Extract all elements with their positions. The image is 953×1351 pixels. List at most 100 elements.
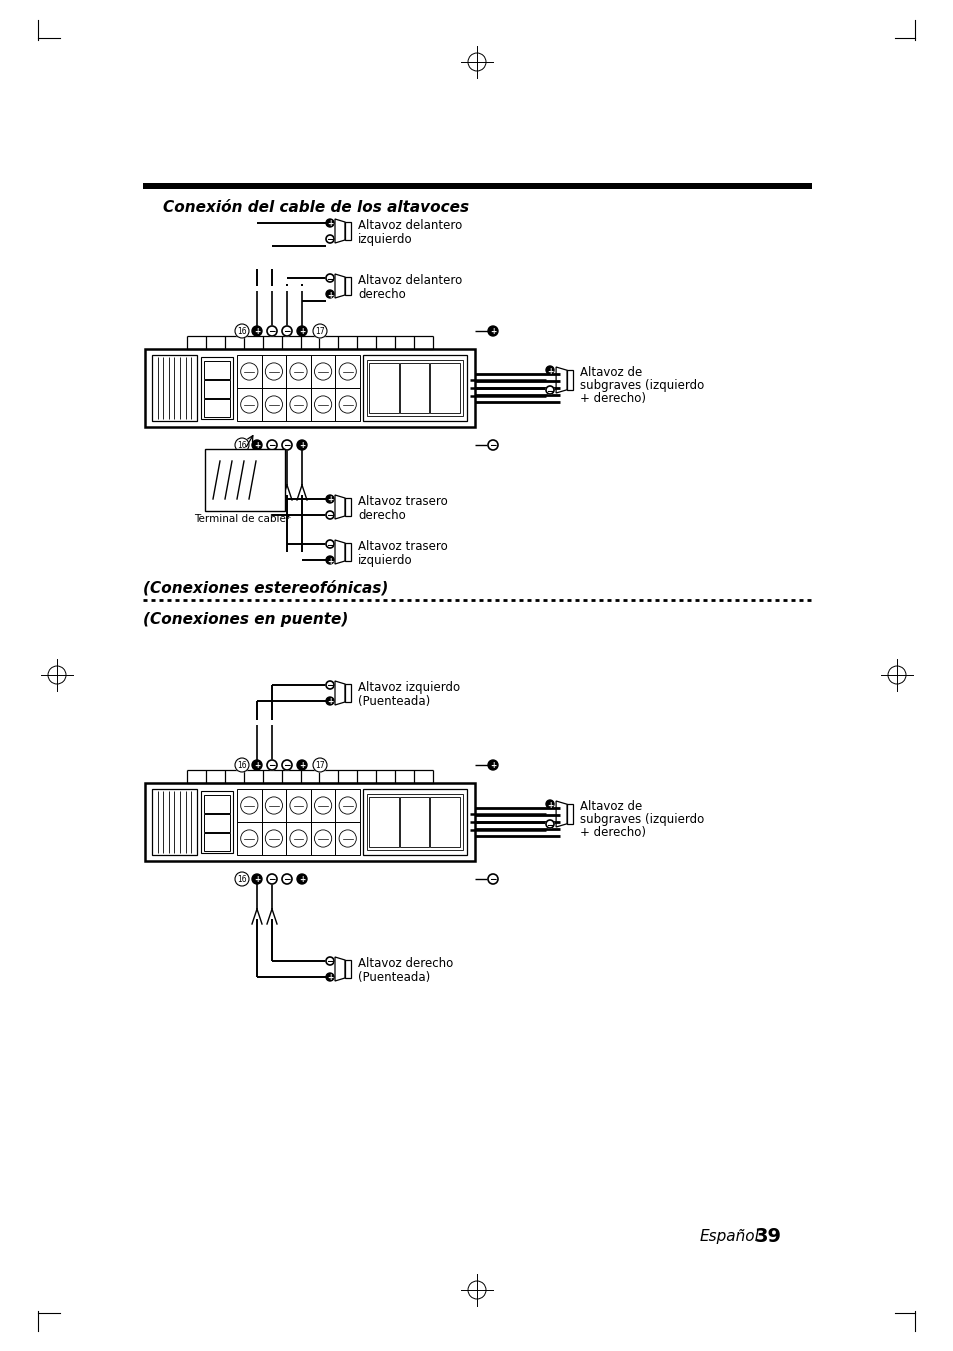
Text: +: + <box>253 327 260 336</box>
Text: Altavoz derecho: Altavoz derecho <box>357 957 453 970</box>
Text: −: − <box>546 820 553 830</box>
Circle shape <box>267 326 276 336</box>
Text: +: + <box>489 762 496 770</box>
Circle shape <box>326 697 334 705</box>
Circle shape <box>488 326 497 336</box>
Text: Altavoz de: Altavoz de <box>579 800 641 813</box>
Circle shape <box>313 758 327 771</box>
Circle shape <box>296 326 307 336</box>
Text: izquierdo: izquierdo <box>357 232 413 246</box>
Text: −: − <box>268 762 275 770</box>
Bar <box>205 449 285 511</box>
Circle shape <box>545 820 554 828</box>
Bar <box>566 370 573 389</box>
Bar <box>236 789 261 821</box>
Text: derecho: derecho <box>357 509 405 521</box>
Text: −: − <box>283 327 291 336</box>
Bar <box>261 789 286 821</box>
Bar <box>363 789 467 855</box>
Bar <box>335 388 359 422</box>
Text: +: + <box>298 327 305 336</box>
Bar <box>345 543 351 561</box>
Circle shape <box>282 874 292 884</box>
Text: Altavoz izquierdo: Altavoz izquierdo <box>357 681 459 694</box>
Circle shape <box>488 761 497 770</box>
Bar <box>201 357 233 419</box>
Bar <box>311 789 335 821</box>
Bar <box>152 355 196 422</box>
Bar <box>367 359 462 416</box>
Circle shape <box>326 557 334 563</box>
Circle shape <box>296 440 307 450</box>
Text: subgraves (izquierdo: subgraves (izquierdo <box>579 813 703 825</box>
Circle shape <box>282 440 292 450</box>
Bar <box>204 834 230 851</box>
Circle shape <box>488 440 497 450</box>
Bar <box>430 363 459 413</box>
Bar <box>566 804 573 824</box>
Circle shape <box>326 540 334 549</box>
Bar <box>369 797 398 847</box>
Bar <box>345 277 351 295</box>
Circle shape <box>296 874 307 884</box>
Circle shape <box>326 957 334 965</box>
Circle shape <box>267 440 276 450</box>
Bar <box>286 355 311 388</box>
Bar <box>369 363 398 413</box>
Bar <box>345 684 351 703</box>
Bar <box>145 784 475 861</box>
Text: Altavoz delantero: Altavoz delantero <box>357 219 462 232</box>
Circle shape <box>252 326 262 336</box>
Text: +: + <box>546 801 553 809</box>
Text: −: − <box>326 274 334 284</box>
Bar <box>311 821 335 855</box>
Circle shape <box>326 290 334 299</box>
Text: −: − <box>489 875 497 885</box>
Bar <box>345 961 351 978</box>
Text: −: − <box>283 875 291 885</box>
Text: −: − <box>283 442 291 450</box>
Circle shape <box>326 511 334 519</box>
Text: −: − <box>546 386 553 396</box>
Circle shape <box>234 871 249 886</box>
Text: −: − <box>283 762 291 770</box>
Text: Conexión del cable de los altavoces: Conexión del cable de los altavoces <box>163 200 469 215</box>
Bar <box>335 355 359 388</box>
Bar <box>236 355 261 388</box>
Text: +: + <box>327 219 333 228</box>
Circle shape <box>545 366 554 374</box>
Text: +: + <box>298 442 305 450</box>
Text: −: − <box>326 235 334 245</box>
Text: Altavoz trasero: Altavoz trasero <box>357 494 447 508</box>
Text: +: + <box>327 557 333 566</box>
Circle shape <box>326 235 334 243</box>
Bar <box>204 361 230 380</box>
Bar <box>399 363 429 413</box>
Text: 17: 17 <box>314 762 324 770</box>
Bar <box>335 789 359 821</box>
Text: Terminal de cable*: Terminal de cable* <box>194 513 292 524</box>
Circle shape <box>282 326 292 336</box>
Circle shape <box>234 324 249 338</box>
Bar <box>335 821 359 855</box>
Text: −: − <box>326 681 334 690</box>
Text: (Conexiones en puente): (Conexiones en puente) <box>143 612 348 627</box>
Text: −: − <box>268 875 275 885</box>
Bar <box>261 355 286 388</box>
Bar <box>236 821 261 855</box>
Circle shape <box>313 324 327 338</box>
Bar <box>367 794 462 850</box>
Circle shape <box>234 758 249 771</box>
Text: +: + <box>327 697 333 707</box>
Bar <box>345 222 351 240</box>
Bar <box>286 388 311 422</box>
Text: (Conexiones estereofónicas): (Conexiones estereofónicas) <box>143 580 388 596</box>
Text: +: + <box>298 875 305 885</box>
Circle shape <box>252 761 262 770</box>
Text: −: − <box>326 512 334 520</box>
Text: +: + <box>489 327 496 336</box>
Text: +: + <box>298 762 305 770</box>
Text: Altavoz delantero: Altavoz delantero <box>357 274 462 286</box>
Bar <box>345 499 351 516</box>
Bar <box>236 388 261 422</box>
